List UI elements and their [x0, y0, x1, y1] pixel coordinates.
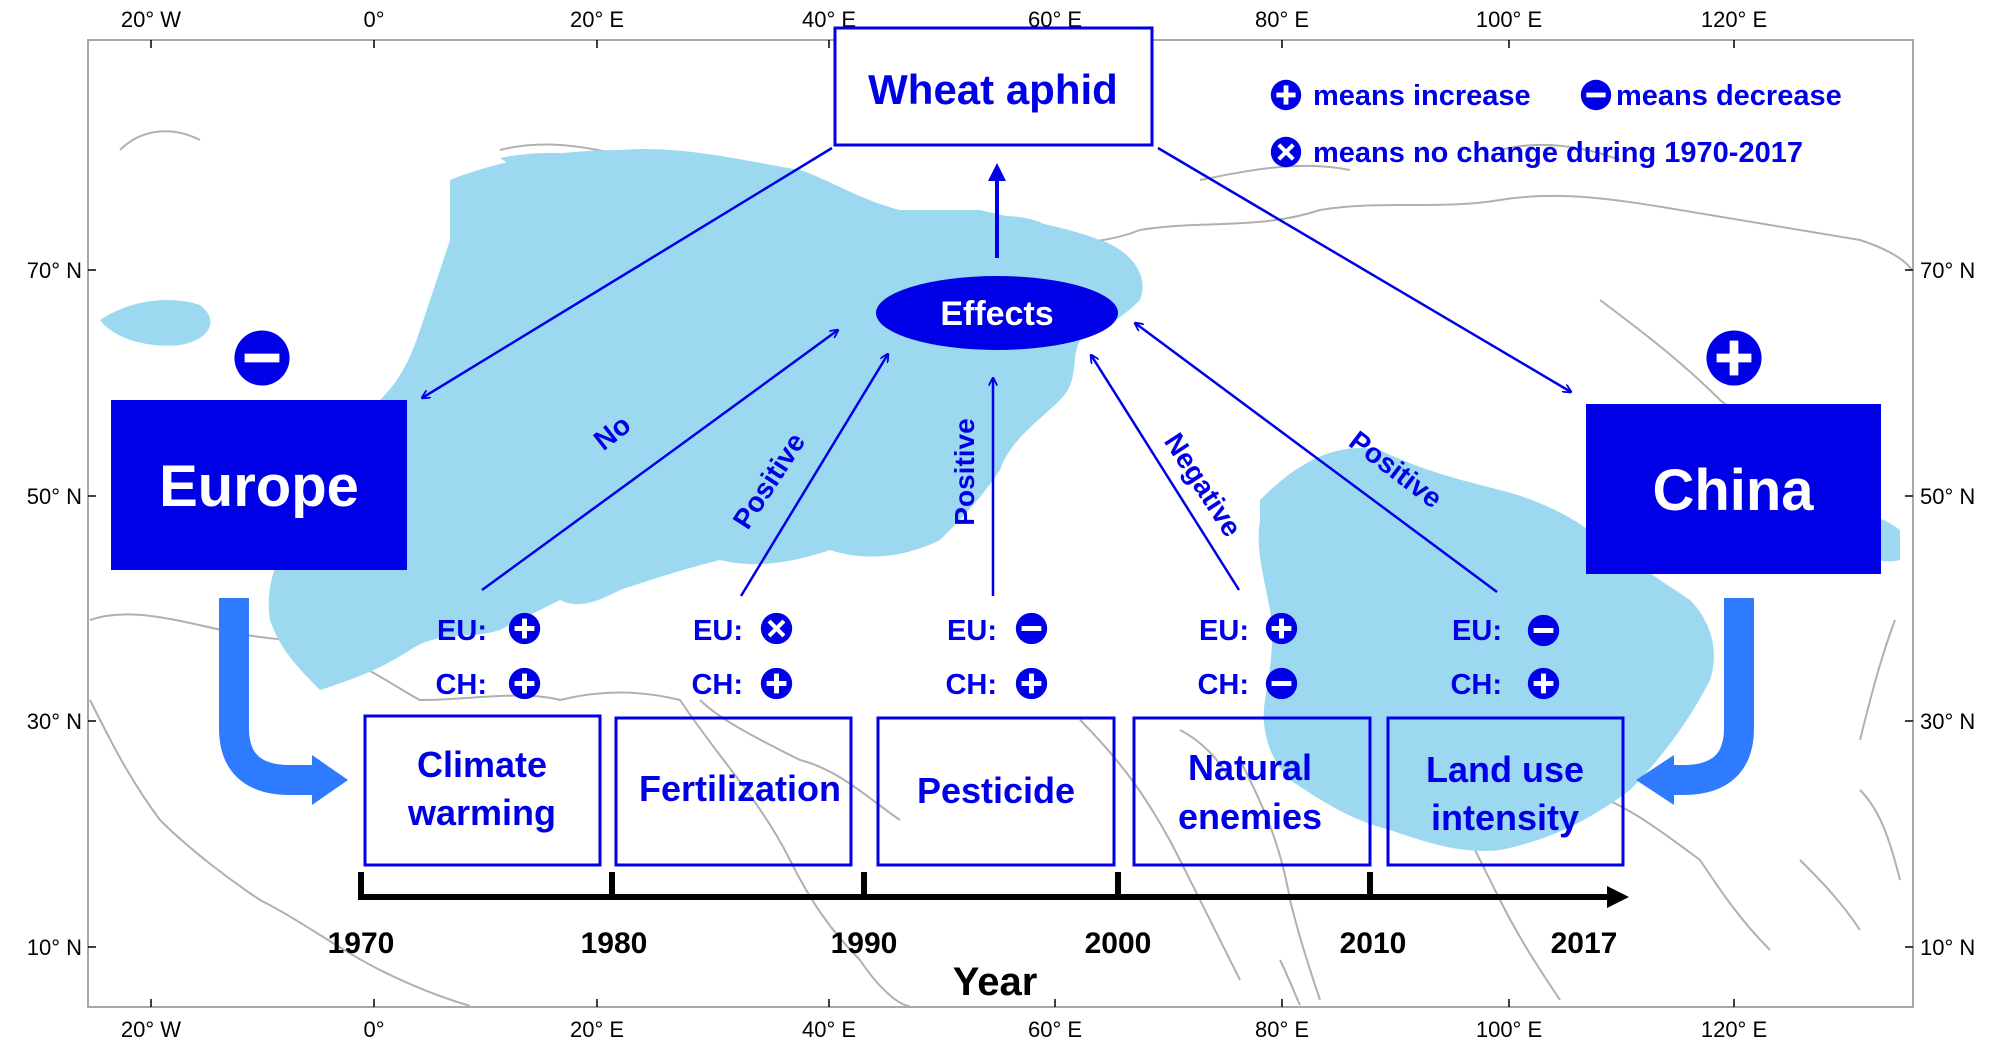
- china-box: [1586, 404, 1881, 574]
- factor-box-fertilization: [614, 716, 853, 867]
- timeline-year: 1980: [581, 927, 648, 960]
- timeline: [358, 872, 1629, 908]
- arrow-title-to-europe: [422, 146, 833, 398]
- cross-circle-icon: [1270, 136, 1302, 168]
- eu-label: EU:: [1199, 615, 1249, 647]
- effects-ellipse: [876, 276, 1118, 350]
- china-label: China: [1652, 458, 1814, 523]
- ch-label: CH:: [1450, 669, 1502, 701]
- arrow-landuse-to-effects: [1135, 323, 1498, 594]
- lat-label-left: 70° N: [27, 258, 82, 283]
- eu-label: EU:: [693, 615, 743, 647]
- plus-circle-icon: [1527, 667, 1560, 700]
- lon-label-bottom: 40° E: [802, 1017, 856, 1042]
- arrow-fertilization-to-effects: [739, 354, 888, 597]
- legend: means increase means decrease means no c…: [1270, 79, 1842, 169]
- ch-label: CH:: [691, 669, 743, 701]
- lon-label-top: 80° E: [1255, 7, 1309, 32]
- lon-label-bottom: 0°: [363, 1017, 384, 1042]
- cross-circle-icon: [761, 613, 792, 644]
- factor-fertilization-line1: Fertilization: [639, 768, 841, 809]
- europe-box: [111, 400, 407, 570]
- minus-circle-icon: [1580, 79, 1612, 111]
- lon-label-top: 0°: [363, 7, 384, 32]
- legend-increase-text: means increase: [1313, 80, 1531, 112]
- effect-label-pesticide: Positive: [949, 418, 980, 525]
- europe-curved-arrow: [219, 598, 315, 795]
- factor-pesticide-line1: Pesticide: [917, 770, 1075, 811]
- legend-decrease-text: means decrease: [1616, 80, 1842, 112]
- lon-label-top: 20° W: [121, 7, 181, 32]
- legend-nochange-text: means no change during 1970-2017: [1313, 137, 1803, 169]
- lon-label-top: 20° E: [570, 7, 624, 32]
- timeline-year: 1990: [831, 927, 898, 960]
- lon-label-bottom: 120° E: [1701, 1017, 1767, 1042]
- eu-label: EU:: [1452, 615, 1502, 647]
- eu-label: EU:: [437, 615, 487, 647]
- factor-box-enemies: [1132, 716, 1372, 867]
- arrow-title-to-china: [1157, 146, 1571, 392]
- factor-enemies-line1: Natural: [1188, 747, 1312, 788]
- effects-label: Effects: [940, 295, 1053, 333]
- plus-circle-icon: [508, 667, 541, 700]
- europe-label: Europe: [159, 454, 359, 519]
- lon-label-bottom: 20° W: [121, 1017, 181, 1042]
- lat-label-left: 10° N: [27, 935, 82, 960]
- ch-label: CH:: [945, 669, 997, 701]
- lat-label-left: 30° N: [27, 709, 82, 734]
- lat-label-right: 70° N: [1920, 258, 1975, 283]
- arrow-climate-to-effects: [481, 330, 838, 592]
- china-curved-arrow-head: [1636, 755, 1674, 805]
- minus-circle-icon: [234, 330, 290, 386]
- lon-label-top: 120° E: [1701, 7, 1767, 32]
- lon-label-top: 100° E: [1476, 7, 1542, 32]
- plus-circle-icon: [508, 612, 541, 645]
- ch-label: CH:: [435, 669, 487, 701]
- title-text: Wheat aphid: [868, 66, 1118, 113]
- lon-label-bottom: 60° E: [1028, 1017, 1082, 1042]
- factor-box-climate: [363, 714, 602, 867]
- eu-label: EU:: [947, 615, 997, 647]
- arrow-enemies-to-effects: [1091, 355, 1241, 591]
- china-curved-arrow: [1670, 598, 1754, 795]
- timeline-year: 1970: [328, 927, 395, 960]
- latitude-axis: [88, 269, 1913, 948]
- timeline-year: 2017: [1551, 927, 1618, 960]
- timeline-year: 2000: [1085, 927, 1152, 960]
- plus-circle-icon: [1015, 667, 1048, 700]
- factor-enemies-line2: enemies: [1178, 796, 1322, 837]
- minus-circle-icon: [1015, 612, 1048, 645]
- plus-circle-icon: [1265, 612, 1298, 645]
- lat-label-right: 10° N: [1920, 935, 1975, 960]
- minus-circle-icon: [1527, 614, 1560, 647]
- title-box: [833, 26, 1154, 147]
- factor-box-pesticide: [876, 716, 1116, 867]
- timeline-year: 2010: [1340, 927, 1407, 960]
- plus-circle-icon: [1270, 79, 1302, 111]
- lon-label-bottom: 20° E: [570, 1017, 624, 1042]
- factor-landuse-line1: Land use: [1426, 749, 1584, 790]
- factor-boxes: Climate warming Fertilization Pesticide …: [363, 714, 1625, 867]
- minus-circle-icon: [1265, 667, 1298, 700]
- plus-circle-icon: [760, 667, 793, 700]
- ch-label: CH:: [1197, 669, 1249, 701]
- factor-climate-line2: warming: [407, 792, 556, 833]
- timeline-axis-label: Year: [953, 960, 1038, 1004]
- factor-box-landuse: [1386, 716, 1625, 867]
- factor-landuse-line2: intensity: [1431, 797, 1579, 838]
- lon-label-bottom: 100° E: [1476, 1017, 1542, 1042]
- europe-curved-arrow-head: [312, 755, 348, 805]
- factor-climate-line1: Climate: [417, 744, 547, 785]
- plus-circle-icon: [1706, 330, 1762, 386]
- lat-label-right: 30° N: [1920, 709, 1975, 734]
- lon-label-bottom: 80° E: [1255, 1017, 1309, 1042]
- lat-label-right: 50° N: [1920, 484, 1975, 509]
- lat-label-left: 50° N: [27, 484, 82, 509]
